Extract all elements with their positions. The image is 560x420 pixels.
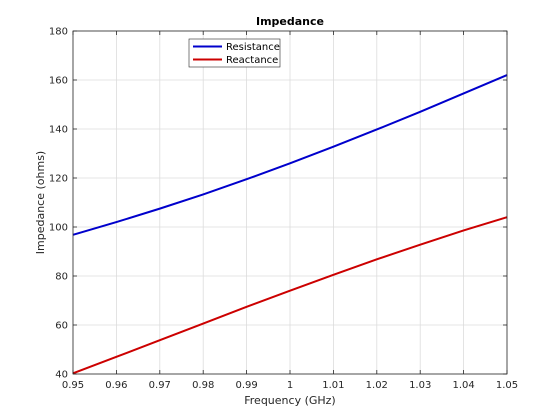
x-tick-label: 1.04: [452, 380, 474, 391]
x-tick-label: 0.96: [105, 380, 127, 391]
y-tick-label: 100: [49, 223, 68, 234]
legend: Resistance Reactance: [188, 38, 281, 68]
x-tick-label: 0.98: [192, 380, 214, 391]
series-layer: [72, 74, 508, 375]
y-axis-label: Impedance (ohms): [34, 151, 47, 254]
y-tick-label: 60: [55, 321, 68, 332]
y-tick-label: 160: [49, 76, 68, 87]
x-axis-label: Frequency (GHz): [244, 394, 335, 407]
x-tick-label: 1.03: [409, 380, 431, 391]
x-tick-label: 0.95: [62, 380, 84, 391]
y-tick-label: 120: [49, 174, 68, 185]
chart-title: Impedance: [256, 15, 324, 28]
y-tick-label: 40: [55, 370, 68, 381]
series-line-reactance: [72, 216, 508, 375]
series-line-resistance: [72, 74, 508, 236]
y-tick-label: 140: [49, 125, 68, 136]
legend-label-resistance: Resistance: [226, 42, 280, 53]
legend-label-reactance: Reactance: [226, 55, 278, 66]
x-tick-label: 0.97: [149, 380, 171, 391]
ticks: 0.95 0.96 0.97 0.98 0.99 1 1.01 1.02 1.03 1.04 1.0…: [49, 27, 518, 392]
x-tick-label: 1.01: [322, 380, 344, 391]
y-tick-label: 80: [55, 272, 68, 283]
y-tick-label: 180: [49, 27, 68, 38]
x-tick-label: 1.05: [496, 380, 518, 391]
x-tick-label: 1.02: [366, 380, 388, 391]
x-tick-label: 0.99: [235, 380, 257, 391]
legend-box: [188, 38, 281, 68]
x-tick-label: 1: [287, 380, 293, 391]
